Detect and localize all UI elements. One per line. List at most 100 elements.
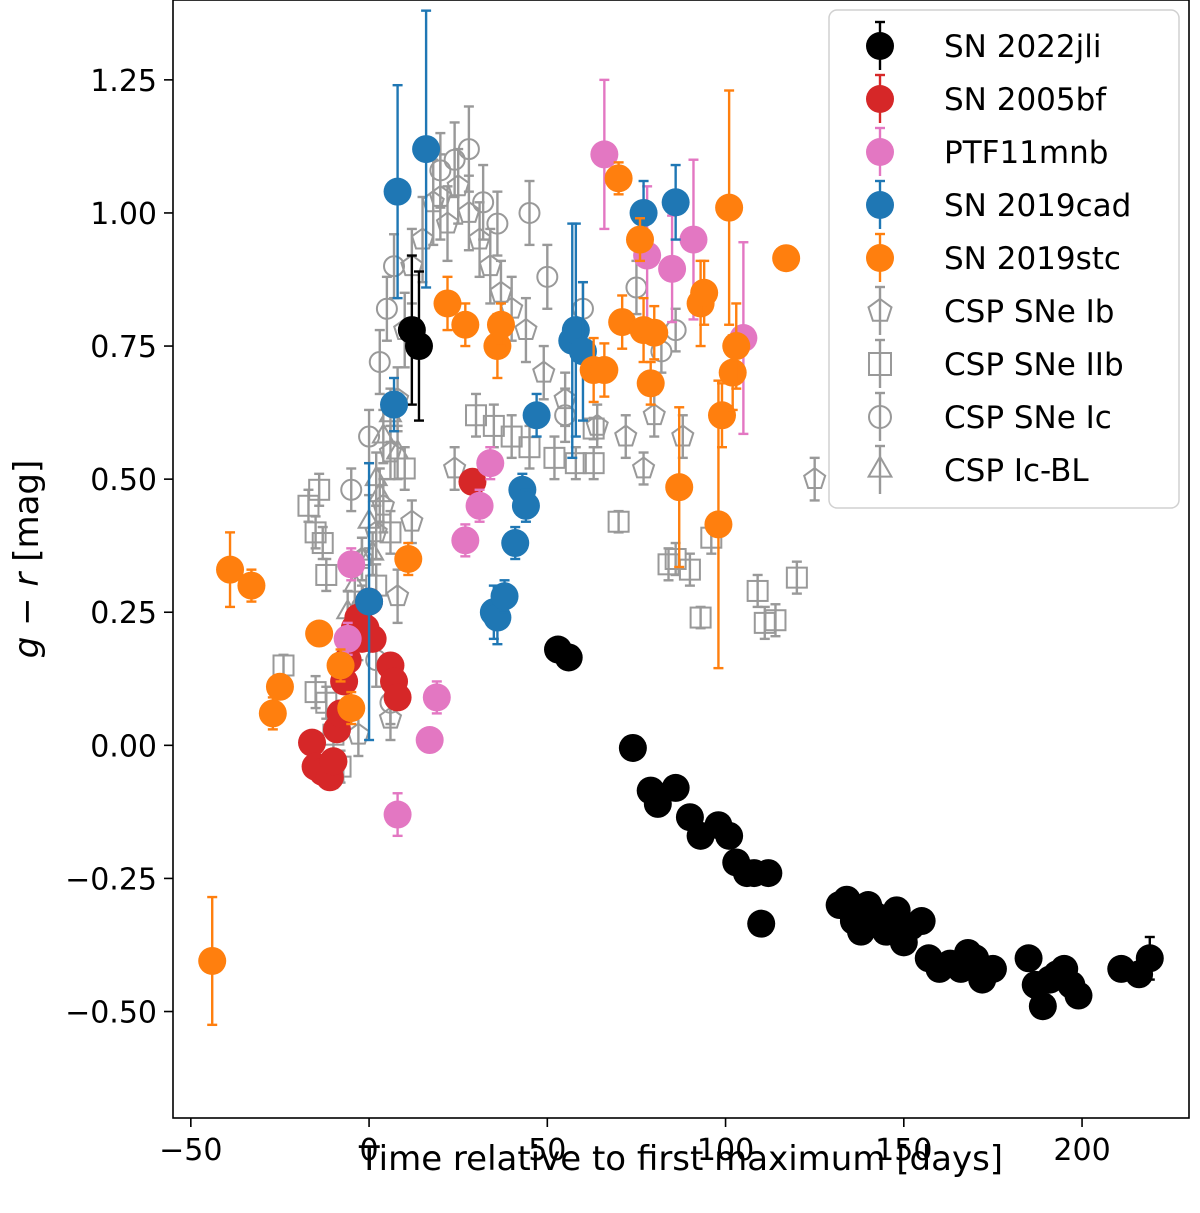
data-point [375, 297, 398, 320]
y-axis: −0.50 −0.25 0.00 0.25 0.50 0.75 1.00 1.25 [65, 64, 173, 1031]
y-tick-label: 1.25 [90, 64, 157, 99]
data-point [661, 188, 690, 217]
legend-entries: SN 2022jli SN 2005bf PTF11mnb SN 2019cad SN … [866, 20, 1131, 494]
y-axis-label-unit: [mag] [7, 460, 47, 573]
legend-label: SN 2005bf [944, 82, 1107, 118]
data-point [564, 452, 587, 475]
data-point [198, 946, 227, 975]
data-point [340, 478, 363, 501]
data-point [379, 521, 402, 544]
data-point [772, 244, 801, 273]
data-point [486, 310, 515, 339]
data-point [1028, 992, 1057, 1021]
data-point [543, 446, 566, 469]
data-point [785, 566, 808, 589]
y-axis-label-operator: − [7, 587, 47, 637]
legend-entry-csp-sne-ic: CSP SNe Ic [868, 391, 1112, 441]
y-tick-label: 0.50 [90, 463, 157, 498]
data-point [614, 424, 638, 447]
data-point [643, 789, 672, 818]
data-point [358, 425, 381, 448]
x-tick-label: 50 [528, 1133, 566, 1168]
data-point [457, 138, 480, 161]
y-axis-label-var2: r [7, 571, 47, 587]
data-point [604, 164, 633, 193]
data-point [383, 177, 412, 206]
data-point [678, 558, 701, 581]
data-point [265, 672, 294, 701]
data-point [618, 733, 647, 762]
data-point [707, 401, 736, 430]
legend-entry-csp-sne-ib: CSP SNe Ib [867, 285, 1115, 335]
legend-marker [866, 191, 894, 219]
y-tick-label: −0.50 [65, 996, 157, 1031]
data-point [704, 510, 733, 539]
y-tick-label: 0.75 [90, 330, 157, 365]
data-point [640, 318, 669, 347]
data-point [319, 747, 348, 776]
data-point [715, 821, 744, 850]
data-point [665, 473, 694, 502]
legend-label: SN 2019stc [944, 241, 1121, 277]
data-point [978, 954, 1007, 983]
x-tick-label: 150 [875, 1133, 932, 1168]
data-point [626, 225, 655, 254]
data-point [311, 532, 334, 555]
data-point [326, 651, 355, 680]
legend-marker [866, 32, 894, 60]
data-point [451, 526, 480, 555]
legend-marker [866, 85, 894, 113]
data-point [679, 225, 708, 254]
data-point [378, 440, 403, 463]
data-point [489, 280, 513, 303]
data-point [514, 317, 538, 340]
data-point [501, 529, 530, 558]
data-point [451, 310, 480, 339]
data-point [433, 289, 462, 318]
data-point [360, 539, 385, 561]
data-point [216, 555, 245, 584]
data-point [642, 403, 666, 426]
data-point [435, 211, 460, 234]
data-point [607, 510, 630, 533]
data-point [690, 278, 719, 307]
data-point [308, 478, 331, 501]
x-axis-label: Time relative to first maximum [days] [358, 1139, 1003, 1179]
data-point [658, 254, 687, 283]
data-point [410, 227, 435, 250]
legend-label: SN 2019cad [944, 188, 1131, 224]
legend-marker [866, 244, 894, 272]
data-point [490, 582, 519, 611]
data-point [400, 509, 424, 532]
data-point [315, 563, 338, 586]
x-tick-label: 0 [360, 1133, 379, 1168]
data-point [465, 491, 494, 520]
data-point [532, 360, 556, 383]
data-point [1064, 981, 1093, 1010]
data-point [1014, 944, 1043, 973]
data-point [337, 694, 366, 723]
data-point [394, 545, 423, 573]
data-point [380, 390, 409, 419]
data-point [383, 255, 406, 278]
data-point [715, 193, 744, 222]
data-point [536, 265, 559, 288]
data-point [446, 174, 470, 197]
data-point [383, 683, 412, 712]
data-point [511, 491, 540, 520]
legend-entry-csp-ic-bl: CSP Ic-BL [866, 444, 1089, 494]
legend-entry-sn-2019cad: SN 2019cad [866, 179, 1131, 229]
data-point [378, 706, 403, 729]
data-point [689, 606, 712, 629]
data-point [518, 201, 541, 224]
data-point [608, 308, 637, 337]
y-axis-label: g − r [mag] [7, 460, 47, 659]
data-point [355, 587, 384, 616]
legend-label: CSP SNe IIb [944, 347, 1124, 383]
legend-marker [867, 297, 893, 322]
data-point [337, 550, 366, 579]
data-point [443, 148, 466, 171]
legend-label: CSP Ic-BL [944, 453, 1089, 489]
legend-frame [828, 9, 1180, 509]
